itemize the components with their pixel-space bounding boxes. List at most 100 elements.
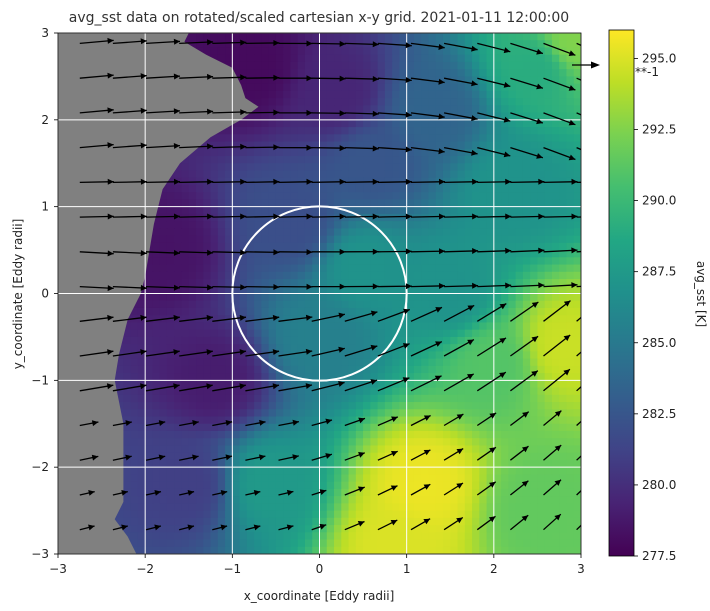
heatmap-cell	[355, 264, 364, 273]
heatmap-cell	[486, 271, 495, 280]
heatmap-cell	[137, 358, 146, 367]
heatmap-cell	[268, 228, 277, 237]
heatmap-cell	[341, 481, 350, 490]
heatmap-cell	[450, 257, 459, 266]
heatmap-cell	[348, 409, 357, 418]
heatmap-cell	[232, 141, 241, 150]
heatmap-cell	[450, 271, 459, 280]
heatmap-cell	[297, 322, 306, 331]
heatmap-cell	[537, 510, 546, 519]
heatmap-cell	[384, 409, 393, 418]
heatmap-cell	[304, 286, 313, 295]
heatmap-cell	[428, 488, 437, 497]
heatmap-cell	[232, 235, 241, 244]
heatmap-cell	[217, 394, 226, 403]
heatmap-cell	[181, 257, 190, 266]
heatmap-cell	[399, 54, 408, 63]
heatmap-cell	[145, 344, 154, 352]
heatmap-cell	[486, 54, 495, 63]
heatmap-cell	[326, 430, 335, 439]
heatmap-cell	[413, 156, 422, 164]
heatmap-cell	[486, 358, 495, 367]
heatmap-cell	[363, 141, 371, 150]
heatmap-cell	[537, 402, 546, 410]
heatmap-cell	[232, 192, 241, 201]
heatmap-cell	[399, 163, 408, 172]
heatmap-cell	[334, 33, 342, 41]
heatmap-cell	[363, 127, 371, 135]
heatmap-cell	[290, 271, 299, 280]
heatmap-cell	[559, 192, 568, 201]
heatmap-cell	[501, 264, 509, 273]
heatmap-cell	[261, 445, 270, 454]
heatmap-cell	[239, 170, 248, 179]
heatmap-cell	[450, 430, 459, 439]
heatmap-cell	[544, 242, 553, 251]
heatmap-cell	[530, 54, 539, 63]
heatmap-cell	[428, 61, 437, 70]
heatmap-cell	[210, 33, 219, 41]
heatmap-cell	[312, 69, 321, 78]
heatmap-cell	[544, 148, 553, 157]
heatmap-cell	[559, 373, 568, 381]
heatmap-cell	[326, 163, 335, 172]
heatmap-cell	[450, 90, 459, 99]
heatmap-cell	[261, 257, 270, 266]
heatmap-cell	[283, 336, 292, 345]
heatmap-cell	[225, 163, 233, 172]
heatmap-cell	[464, 307, 473, 316]
heatmap-cell	[304, 112, 313, 121]
heatmap-cell	[363, 459, 371, 468]
heatmap-cell	[363, 257, 371, 266]
heatmap-cell	[392, 510, 400, 519]
heatmap-cell	[573, 402, 581, 410]
heatmap-cell	[501, 90, 509, 99]
heatmap-cell	[392, 380, 400, 389]
heatmap-cell	[450, 264, 459, 273]
heatmap-cell	[399, 503, 408, 512]
heatmap-cell	[196, 286, 204, 295]
heatmap-cell	[246, 54, 255, 63]
heatmap-cell	[130, 430, 139, 439]
heatmap-cell	[537, 257, 546, 266]
heatmap-cell	[363, 47, 371, 56]
heatmap-cell	[297, 170, 306, 179]
heatmap-cell	[203, 184, 212, 193]
heatmap-cell	[515, 416, 524, 425]
heatmap-cell	[559, 358, 568, 367]
heatmap-cell	[268, 387, 277, 396]
heatmap-cell	[450, 351, 459, 360]
heatmap-cell	[152, 279, 161, 287]
heatmap-cell	[217, 532, 226, 541]
heatmap-cell	[435, 496, 444, 504]
heatmap-cell	[428, 481, 437, 490]
heatmap-cell	[363, 33, 371, 41]
heatmap-cell	[312, 192, 321, 201]
heatmap-cell	[137, 365, 146, 374]
heatmap-cell	[544, 250, 553, 258]
heatmap-cell	[283, 293, 292, 302]
heatmap-cell	[559, 430, 568, 439]
heatmap-cell	[508, 228, 517, 237]
heatmap-cell	[312, 510, 321, 519]
heatmap-cell	[319, 525, 328, 533]
heatmap-cell	[384, 394, 393, 403]
heatmap-cell	[304, 402, 313, 410]
heatmap-cell	[544, 112, 553, 121]
heatmap-cell	[486, 98, 495, 106]
heatmap-cell	[435, 459, 444, 468]
heatmap-cell	[522, 33, 531, 41]
heatmap-cell	[370, 510, 379, 519]
heatmap-cell	[261, 307, 270, 316]
heatmap-cell	[472, 517, 480, 526]
heatmap-cell	[130, 344, 139, 352]
heatmap-cell	[457, 452, 466, 461]
heatmap-cell	[428, 525, 437, 533]
heatmap-cell	[312, 488, 321, 497]
heatmap-cell	[181, 228, 190, 237]
heatmap-cell	[203, 525, 212, 533]
heatmap-cell	[537, 76, 546, 85]
heatmap-cell	[166, 481, 175, 490]
heatmap-cell	[326, 510, 335, 519]
heatmap-cell	[566, 33, 575, 41]
